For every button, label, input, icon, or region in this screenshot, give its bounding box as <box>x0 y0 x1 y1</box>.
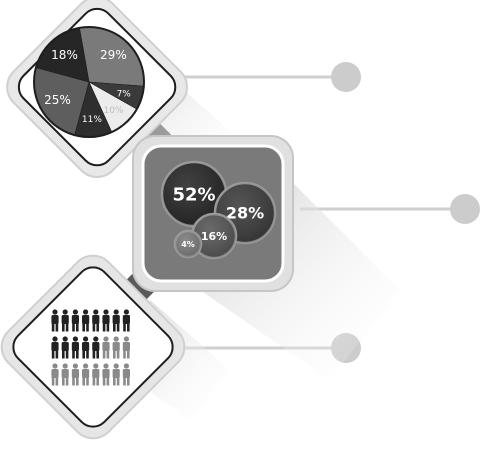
person-figure <box>122 363 130 386</box>
connector-dot-1 <box>331 62 361 92</box>
bubble-label: 4% <box>181 240 195 249</box>
bubble-shade <box>162 162 226 226</box>
person-figure <box>102 363 110 386</box>
person-figure <box>102 309 110 332</box>
pie-slice-label: 18% <box>51 48 78 62</box>
person-figure <box>61 309 69 332</box>
pie-chart-icon: 29% 7% 10%11% 25% 18% <box>33 26 145 138</box>
person-figure <box>112 336 120 359</box>
bubble-label: 28% <box>226 204 264 223</box>
person-figure <box>82 309 90 332</box>
pie-slice-label: 11% <box>82 115 102 125</box>
person-figure <box>92 336 100 359</box>
bubble-shade <box>192 214 236 258</box>
person-figure <box>82 363 90 386</box>
person-figure <box>112 309 120 332</box>
people-panel <box>0 254 186 440</box>
person-figure <box>112 363 120 386</box>
person-figure <box>92 363 100 386</box>
person-figure <box>51 363 59 386</box>
bubble-label: 16% <box>201 230 227 243</box>
person-figure <box>61 336 69 359</box>
person-figure <box>51 336 59 359</box>
person-figure <box>51 309 59 332</box>
person-figure <box>61 363 69 386</box>
person-figure <box>71 309 79 332</box>
connector-dot-2 <box>450 194 480 224</box>
person-figure <box>92 309 100 332</box>
bubble-shade <box>175 231 201 257</box>
person-figure <box>71 363 79 386</box>
bubble-panel-shadow <box>200 180 400 380</box>
people-icon <box>51 309 130 386</box>
pie-slice-label: 10% <box>103 106 123 116</box>
pie-slice-label: 29% <box>100 48 127 62</box>
bubble-chart-icon: 52% 28% 16% 4% <box>160 160 277 260</box>
pie-panel: 29% 7% 10%11% 25% 18% <box>6 0 188 178</box>
bubble-panel: 52% 28% 16% 4% <box>132 135 294 292</box>
person-figure <box>71 336 79 359</box>
person-figure <box>102 336 110 359</box>
pie-slice-label: 7% <box>117 90 132 100</box>
pie-outline <box>33 26 145 138</box>
person-figure <box>122 336 130 359</box>
person-figure <box>82 336 90 359</box>
pie-slice-label: 25% <box>44 93 71 107</box>
person-figure <box>122 309 130 332</box>
bubble-label: 52% <box>172 184 215 205</box>
